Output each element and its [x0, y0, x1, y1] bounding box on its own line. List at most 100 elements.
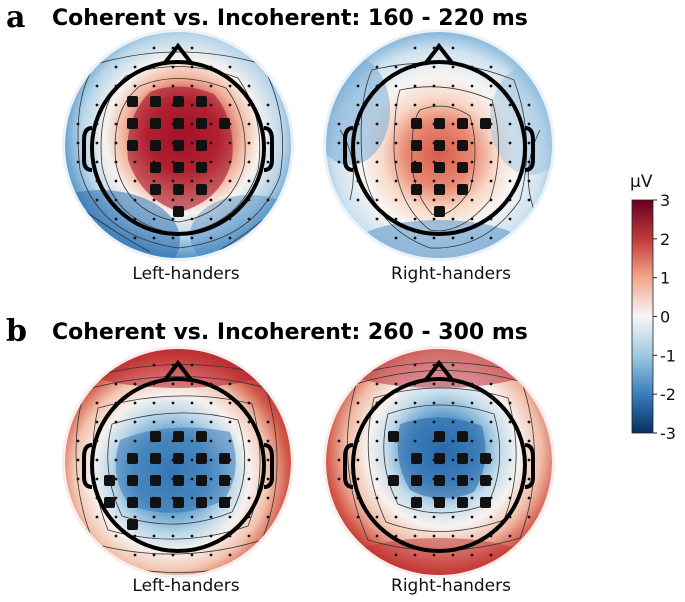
electrode-dot: [451, 553, 455, 557]
electrode-dot: [489, 382, 493, 386]
electrode-dot: [508, 103, 512, 107]
electrode-dot: [95, 179, 99, 183]
electrode-dot: [114, 401, 118, 405]
electrode-dot: [508, 477, 512, 481]
electrode-dot: [190, 515, 194, 519]
electrode-dot: [527, 141, 531, 145]
significant-electrode-marker: [457, 184, 468, 195]
electrode-dot: [489, 534, 493, 538]
electrode-dot: [470, 198, 474, 202]
electrode-dot: [432, 103, 436, 107]
electrode-dot: [527, 198, 531, 202]
electrode-dot: [394, 65, 398, 69]
electrode-dot: [266, 179, 270, 183]
electrode-dot: [356, 496, 360, 500]
electrode-dot: [432, 84, 436, 88]
map-label-a-left: Left-handers: [132, 264, 239, 284]
electrode-dot: [247, 141, 251, 145]
electrode-dot: [508, 458, 512, 462]
electrode-dot: [489, 160, 493, 164]
significant-electrode-marker: [434, 206, 445, 217]
electrode-dot: [209, 198, 213, 202]
electrode-dot: [356, 160, 360, 164]
significant-electrode-marker: [173, 184, 184, 195]
electrode-dot: [375, 217, 379, 221]
electrode-dot: [375, 496, 379, 500]
electrode-dot: [470, 496, 474, 500]
electrode-dot: [95, 439, 99, 443]
electrode-dot: [375, 458, 379, 462]
electrode-dot: [470, 141, 474, 145]
significant-electrode-marker: [388, 475, 399, 486]
electrode-dot: [356, 122, 360, 126]
electrode-dot: [95, 198, 99, 202]
electrode-dot: [247, 401, 251, 405]
electrode-dot: [375, 160, 379, 164]
electrode-dot: [337, 439, 341, 443]
electrode-dot: [527, 477, 531, 481]
colorbar-tick-label: 2: [660, 230, 670, 249]
electrode-dot: [470, 515, 474, 519]
electrode-dot: [413, 217, 417, 221]
significant-electrode-marker: [150, 453, 161, 464]
electrode-dot: [489, 65, 493, 69]
electrode-dot: [394, 141, 398, 145]
electrode-dot: [394, 553, 398, 557]
electrode-dot: [356, 103, 360, 107]
electrode-dot: [190, 198, 194, 202]
significant-electrode-marker: [127, 140, 138, 151]
electrode-dot: [247, 534, 251, 538]
electrode-dot: [432, 65, 436, 69]
electrode-dot: [508, 84, 512, 88]
electrode-dot: [508, 179, 512, 183]
significant-electrode-marker: [434, 184, 445, 195]
significant-electrode-marker: [480, 118, 491, 129]
topomap-a-right-handers: [323, 29, 555, 261]
electrode-dot: [209, 534, 213, 538]
electrode-dot: [375, 65, 379, 69]
significant-electrode-marker: [480, 475, 491, 486]
electrode-dot: [489, 515, 493, 519]
electrode-dot: [266, 477, 270, 481]
electrode-dot: [527, 458, 531, 462]
significant-electrode-marker: [411, 140, 422, 151]
electrode-dot: [375, 84, 379, 88]
electrode-dot: [209, 122, 213, 126]
electrode-dot: [152, 515, 156, 519]
electrode-dot: [451, 401, 455, 405]
electrode-dot: [171, 84, 175, 88]
electrode-dot: [152, 46, 156, 50]
electrode-dot: [432, 515, 436, 519]
significant-electrode-marker: [150, 184, 161, 195]
significant-electrode-marker: [480, 497, 491, 508]
electrode-dot: [228, 217, 232, 221]
electrode-dot: [247, 515, 251, 519]
electrode-dot: [470, 179, 474, 183]
electrode-dot: [228, 420, 232, 424]
electrode-dot: [470, 420, 474, 424]
electrode-dot: [394, 84, 398, 88]
electrode-dot: [432, 401, 436, 405]
significant-electrode-marker: [173, 118, 184, 129]
colorbar-gradient: [631, 199, 654, 434]
electrode-dot: [266, 515, 270, 519]
electrode-dot: [470, 160, 474, 164]
electrode-dot: [508, 401, 512, 405]
map-label-b-right: Right-handers: [391, 576, 511, 596]
significant-electrode-marker: [173, 497, 184, 508]
electrode-dot: [470, 439, 474, 443]
significant-electrode-marker: [457, 431, 468, 442]
electrode-dot: [451, 65, 455, 69]
electrode-dot: [228, 179, 232, 183]
significant-electrode-marker: [150, 162, 161, 173]
electrode-dot: [171, 382, 175, 386]
electrode-dot: [451, 84, 455, 88]
colorbar: µV 3 2 1 0 -1 -2 -3: [630, 172, 676, 443]
electrode-dot: [228, 236, 232, 240]
electrode-dot: [209, 553, 213, 557]
significant-electrode-marker: [434, 475, 445, 486]
electrode-dot: [190, 458, 194, 462]
electrode-dot: [114, 515, 118, 519]
electrode-dot: [95, 122, 99, 126]
electrode-dot: [356, 515, 360, 519]
